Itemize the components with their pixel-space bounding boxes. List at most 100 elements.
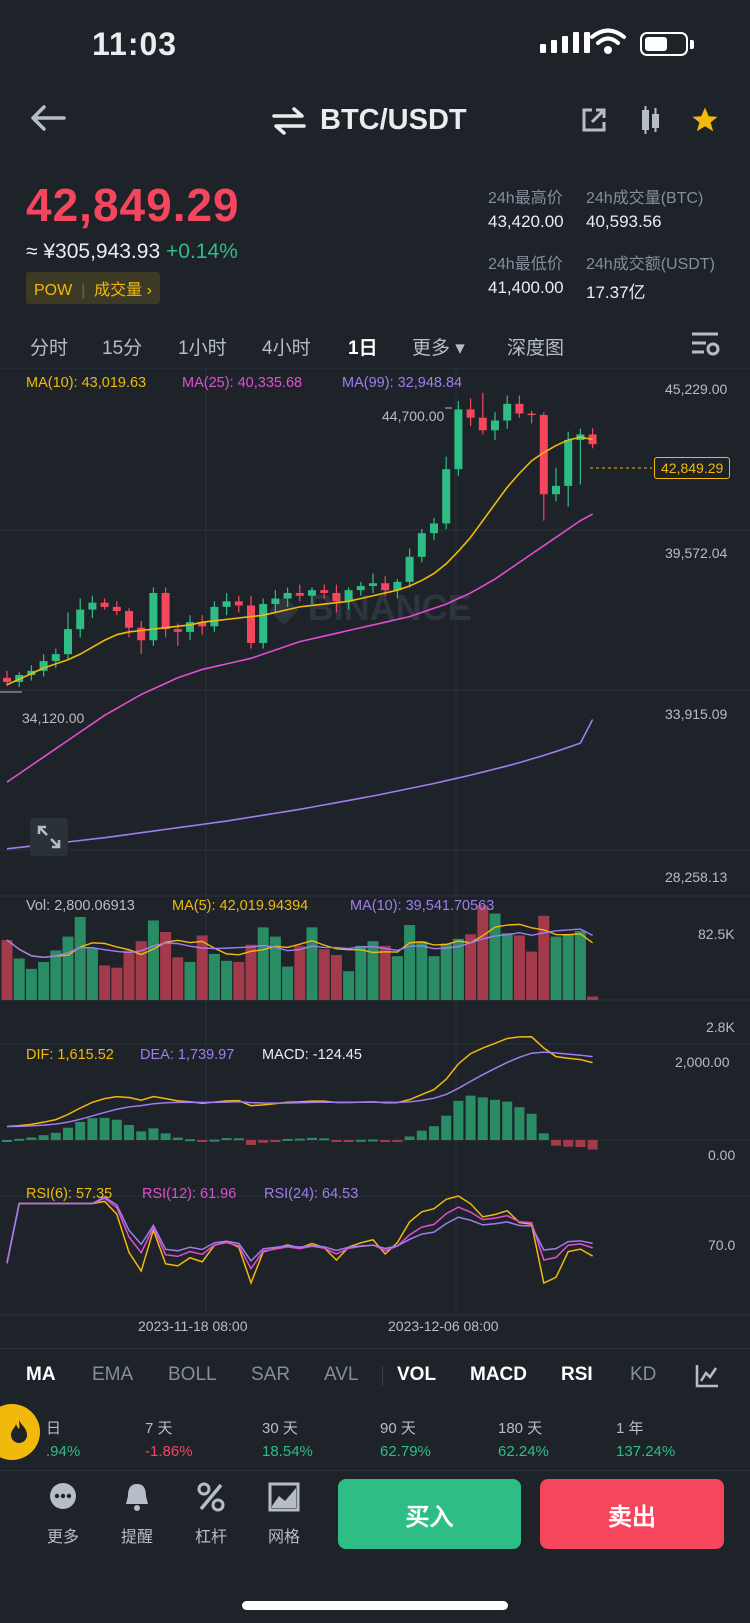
macd-y-tick-2: 0.00: [708, 1147, 736, 1163]
macd-bar: [331, 1140, 342, 1142]
action-grid[interactable]: 网格: [254, 1482, 314, 1547]
cny-price: ≈ ¥305,943.93 +0.14%: [26, 240, 238, 264]
wifi-icon: [590, 28, 626, 54]
rsi24-line: [6, 1196, 593, 1264]
volume-bar: [526, 951, 538, 1000]
ind-tab-vol[interactable]: VOL: [397, 1364, 437, 1385]
candle-mode-icon[interactable]: [636, 104, 664, 136]
macd-bar: [502, 1101, 513, 1140]
volume-bar: [452, 938, 464, 1000]
ind-tab-boll[interactable]: BOLL: [168, 1364, 217, 1385]
y-tick-2: 39,572.04: [665, 545, 728, 561]
volume-bar: [233, 961, 245, 1000]
stat-turnover-label: 24h成交额(USDT): [586, 256, 715, 273]
volume-bar: [208, 953, 220, 1000]
action-alert[interactable]: 提醒: [107, 1482, 167, 1547]
macd-bar: [587, 1140, 598, 1150]
tag-chip[interactable]: POW | 成交量 ›: [26, 272, 160, 304]
ind-tab-ma[interactable]: MA: [26, 1364, 56, 1385]
rsi12-line: [6, 1197, 593, 1271]
bottom-divider: [0, 1470, 750, 1471]
volume-bar: [62, 936, 74, 1000]
volume-bar: [172, 957, 184, 1000]
candle-body: [271, 598, 280, 605]
perf-7d-label: 7 天: [145, 1420, 173, 1437]
ind-tab-macd[interactable]: MACD: [470, 1364, 527, 1385]
volume-bar: [306, 927, 318, 1000]
favorite-star-icon[interactable]: [690, 105, 720, 135]
share-icon[interactable]: [580, 106, 608, 134]
volume-bar: [428, 956, 440, 1000]
macd-bar: [124, 1124, 134, 1140]
tab-4h[interactable]: 4小时: [262, 338, 311, 359]
tab-time-share[interactable]: 分时: [30, 338, 69, 359]
macd-bar: [429, 1126, 439, 1140]
ind-tab-rsi[interactable]: RSI: [561, 1364, 593, 1385]
candle-body: [442, 469, 451, 524]
candle-body: [503, 403, 512, 421]
tab-1h[interactable]: 1小时: [178, 338, 227, 359]
pair-switch[interactable]: BTC/USDT: [272, 104, 467, 137]
macd-bar: [392, 1140, 403, 1142]
macd-y-tick-1: 2,000.00: [675, 1054, 730, 1070]
candle-body: [76, 609, 85, 630]
buy-button[interactable]: 买入: [338, 1479, 521, 1549]
macd-bar: [441, 1115, 452, 1140]
stat-turnover-value: 17.37亿: [586, 283, 646, 302]
vol-y-tick-1: 82.5K: [698, 926, 735, 942]
rsi24-legend: RSI(24): 64.53: [264, 1186, 359, 1202]
high-marker: 44,700.00: [382, 408, 445, 424]
ind-tab-avl[interactable]: AVL: [324, 1364, 359, 1385]
macd-bar: [404, 1136, 415, 1140]
tab-depth[interactable]: 深度图: [507, 338, 565, 359]
percent-icon: [197, 1482, 225, 1512]
candle-body: [320, 590, 329, 593]
tab-more[interactable]: 更多 ▾: [412, 338, 465, 359]
candle-body: [466, 409, 475, 418]
back-arrow-icon[interactable]: [30, 104, 66, 132]
stat-volume-btc-value: 40,593.56: [586, 212, 662, 231]
candle-body: [332, 592, 341, 602]
macd-bar: [99, 1117, 110, 1140]
ind-tab-sar[interactable]: SAR: [251, 1364, 291, 1385]
macd-bar: [270, 1140, 281, 1142]
kline-chart[interactable]: ◆ BINANCE: [0, 368, 750, 1320]
sell-button[interactable]: 卖出: [540, 1479, 724, 1549]
macd-bar: [246, 1140, 256, 1145]
volume-bar: [282, 966, 294, 1000]
ma25-line: [6, 513, 593, 783]
fire-fab-icon[interactable]: [0, 1404, 40, 1460]
ind-tab-kd[interactable]: KD: [630, 1364, 657, 1385]
perf-7d-value: -1.86%: [145, 1443, 193, 1460]
tab-1d[interactable]: 1日: [348, 338, 378, 359]
fullscreen-icon[interactable]: [30, 818, 68, 856]
volume-bar: [343, 971, 355, 1000]
stat-volume-btc-label: 24h成交量(BTC): [586, 190, 704, 207]
volume-bar: [465, 934, 477, 1000]
macd-bar: [368, 1139, 378, 1142]
volume-bar: [123, 950, 135, 1000]
volume-bar: [1, 940, 13, 1000]
tab-15m[interactable]: 15分: [102, 338, 143, 359]
volume-bars-group: [1, 905, 599, 1000]
candle-body: [247, 605, 255, 644]
candle-body: [88, 602, 97, 610]
macd-bar: [50, 1132, 61, 1140]
candle-body: [405, 556, 414, 582]
macd-bar: [75, 1121, 86, 1140]
perf-today-value: .94%: [46, 1443, 81, 1460]
macd-bar: [526, 1113, 537, 1140]
ma99-legend: MA(99): 32,948.84: [342, 375, 463, 391]
chart-settings-icon[interactable]: [690, 330, 720, 358]
ind-tab-ema[interactable]: EMA: [92, 1364, 134, 1385]
change-percent: +0.14%: [166, 240, 238, 263]
volume-bar: [86, 948, 98, 1000]
volume-bar: [13, 958, 25, 1000]
action-more[interactable]: 更多: [33, 1482, 93, 1547]
candles-group: [3, 392, 597, 687]
action-margin[interactable]: 杠杆: [181, 1482, 241, 1547]
indicator-settings-icon[interactable]: [694, 1363, 720, 1389]
volume-bar: [355, 945, 367, 1000]
candle-body: [210, 606, 219, 627]
stat-low-value: 41,400.00: [488, 278, 564, 297]
